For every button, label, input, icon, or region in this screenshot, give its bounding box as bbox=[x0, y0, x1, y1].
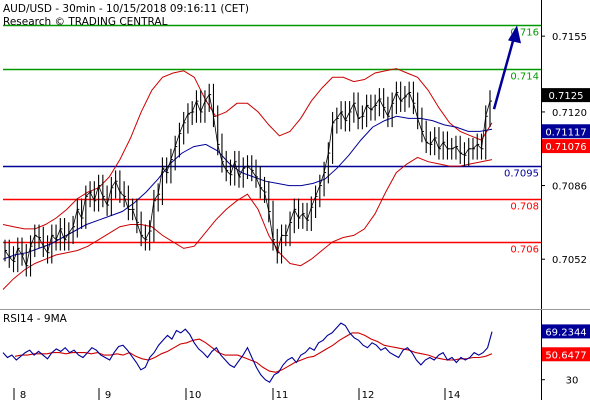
price-badge-box bbox=[542, 88, 590, 103]
x-tick-label: 11 bbox=[276, 390, 289, 400]
x-tick-label: 9 bbox=[105, 390, 111, 400]
price-tick-label: 0.7086 bbox=[552, 182, 587, 193]
bollinger-upper-line bbox=[2, 68, 493, 230]
forecast-arrow-head bbox=[508, 25, 521, 44]
price-tick-label: 0.7052 bbox=[552, 255, 587, 266]
rsi-badge-label: 69.2344 bbox=[545, 327, 586, 338]
level-label-0.7095: 0.7095 bbox=[504, 169, 539, 180]
main-arrow bbox=[492, 25, 521, 110]
bollinger-lower-line bbox=[2, 156, 493, 290]
rsi-pane: 30 69.2344 50.6477 bbox=[2, 322, 590, 387]
price-badge-label: 0.7125 bbox=[549, 91, 584, 102]
x-tick-label: 10 bbox=[189, 390, 202, 400]
rsi-title: RSI14 - 9MA bbox=[3, 313, 68, 325]
price-badge-box bbox=[542, 139, 590, 154]
chart-subtitle: Research © TRADING CENTRAL bbox=[3, 16, 168, 28]
rsi-badge-label: 50.6477 bbox=[545, 350, 586, 361]
level-label-0.714: 0.714 bbox=[510, 72, 539, 83]
forecast-arrow-shaft bbox=[492, 36, 516, 110]
level-label-0.708: 0.708 bbox=[510, 202, 539, 213]
level-label-0.706: 0.706 bbox=[510, 245, 539, 256]
rsi-line bbox=[2, 322, 493, 383]
chart-title: AUD/USD - 30min - 10/15/2018 09:16:11 (C… bbox=[3, 3, 249, 15]
x-axis: 8 9 10 11 12 14 bbox=[13, 388, 461, 401]
x-tick-label: 12 bbox=[362, 390, 375, 400]
price-badge-box bbox=[542, 124, 590, 139]
price-line bbox=[4, 91, 491, 268]
main-axis: 0.7052 0.7086 0.7120 0.7155 bbox=[541, 0, 587, 400]
main-badges: 0.7125 0.71117 0.71076 bbox=[542, 88, 590, 154]
x-tick-label: 14 bbox=[448, 390, 461, 400]
price-badge-label: 0.71076 bbox=[545, 142, 586, 153]
x-tick-label: 8 bbox=[20, 390, 26, 400]
rsi-tick-label: 30 bbox=[566, 376, 579, 387]
rsi-badge-box bbox=[542, 324, 590, 339]
price-badge-label: 0.71117 bbox=[545, 127, 586, 138]
price-tick-label: 0.7120 bbox=[552, 108, 587, 119]
level-label-0.716: 0.716 bbox=[510, 28, 539, 39]
main-price bbox=[4, 81, 492, 277]
price-tick-label: 0.7155 bbox=[552, 32, 587, 43]
rsi-badge-box bbox=[542, 347, 590, 362]
